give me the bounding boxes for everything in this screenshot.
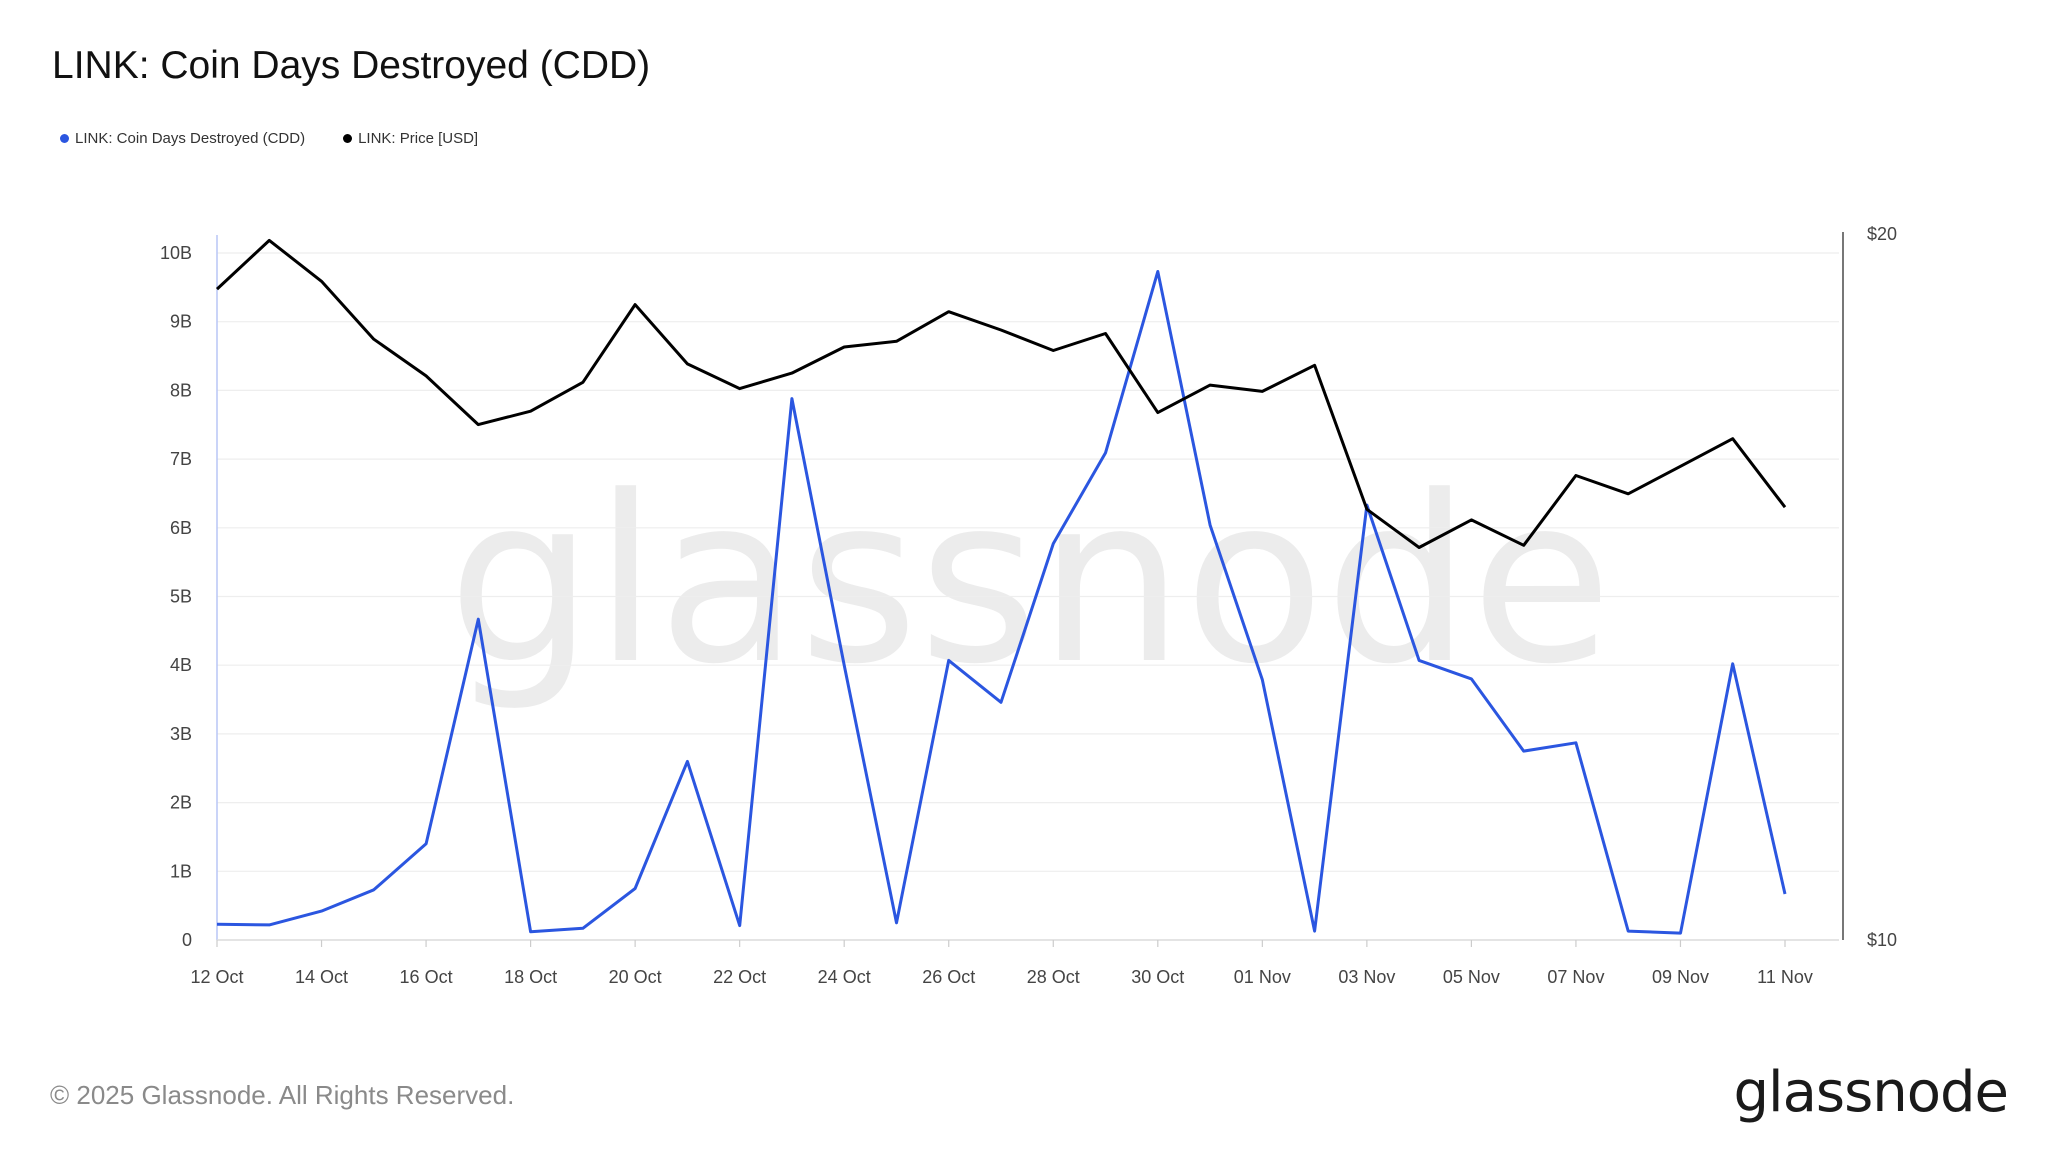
x-tick-label: 30 Oct — [1131, 967, 1184, 987]
x-tick-label: 16 Oct — [400, 967, 453, 987]
x-tick-label: 12 Oct — [190, 967, 243, 987]
x-tick-label: 07 Nov — [1547, 967, 1604, 987]
x-tick-label: 14 Oct — [295, 967, 348, 987]
x-tick-label: 18 Oct — [504, 967, 557, 987]
y-tick-label: 10B — [160, 243, 192, 263]
x-tick-label: 26 Oct — [922, 967, 975, 987]
x-tick-label: 01 Nov — [1234, 967, 1291, 987]
legend-label-cdd: LINK: Coin Days Destroyed (CDD) — [75, 130, 306, 147]
legend-item-price[interactable]: LINK: Price [USD] — [343, 130, 478, 147]
x-tick-label: 09 Nov — [1652, 967, 1709, 987]
x-tick-label: 28 Oct — [1027, 967, 1080, 987]
x-tick-label: 03 Nov — [1338, 967, 1395, 987]
legend: LINK: Coin Days Destroyed (CDD) LINK: Pr… — [60, 130, 478, 147]
legend-label-price: LINK: Price [USD] — [358, 130, 479, 147]
y-tick-label: 9B — [170, 312, 192, 332]
x-tick-label: 24 Oct — [818, 967, 871, 987]
x-tick-label: 11 Nov — [1757, 967, 1813, 987]
y-tick-label: 4B — [170, 655, 192, 675]
glassnode-logo: glassnode — [1733, 1060, 2009, 1125]
x-tick-label: 22 Oct — [713, 967, 766, 987]
y-tick-label: 5B — [170, 587, 192, 607]
watermark: glassnode — [448, 448, 1613, 715]
legend-dot-price — [343, 134, 353, 143]
y-tick-label: 2B — [170, 793, 192, 813]
y-tick-label: 3B — [170, 724, 192, 744]
legend-item-cdd[interactable]: LINK: Coin Days Destroyed (CDD) — [60, 130, 305, 147]
y-tick-label: 7B — [170, 449, 192, 469]
y-tick-label: 8B — [170, 380, 192, 400]
chart-title: LINK: Coin Days Destroyed (CDD) — [52, 44, 651, 87]
x-tick-label: 05 Nov — [1443, 967, 1500, 987]
y-right-tick-label: $20 — [1867, 224, 1897, 244]
legend-dot-cdd — [60, 134, 69, 143]
y-tick-label: 1B — [170, 861, 192, 881]
y-tick-label: 6B — [170, 518, 192, 538]
y-tick-label: 0 — [182, 930, 192, 950]
x-tick-label: 20 Oct — [609, 967, 662, 987]
y-right-tick-label: $10 — [1867, 930, 1897, 950]
copyright: © 2025 Glassnode. All Rights Reserved. — [50, 1080, 515, 1110]
